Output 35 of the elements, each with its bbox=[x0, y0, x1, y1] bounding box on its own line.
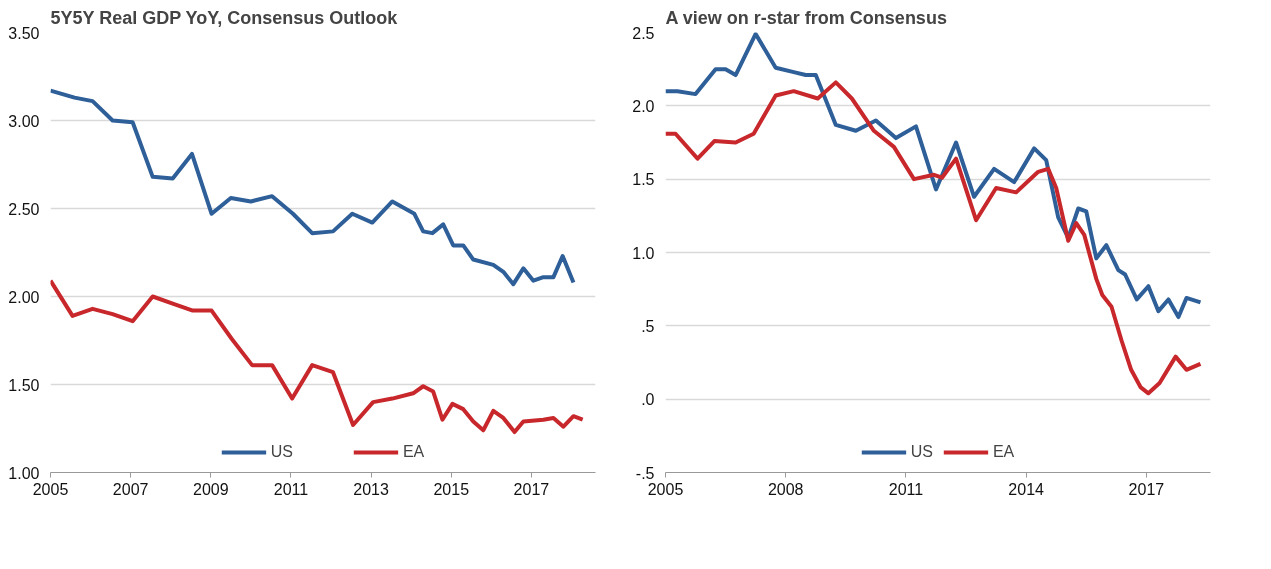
legend-label: EA bbox=[992, 443, 1015, 461]
x-tick-label: 2007 bbox=[112, 480, 149, 498]
y-tick-label: 1.50 bbox=[8, 376, 40, 394]
line-series bbox=[50, 278, 585, 435]
y-tick-label: 2.0 bbox=[632, 97, 655, 115]
y-tick-label: .5 bbox=[641, 317, 655, 335]
y-tick-label: 2.5 bbox=[632, 24, 655, 42]
x-tick-label: 2008 bbox=[767, 480, 804, 498]
y-tick-label: 1.00 bbox=[8, 464, 40, 482]
line-series bbox=[665, 32, 1203, 320]
x-tick-label: 2013 bbox=[353, 480, 389, 498]
x-tick-label: 2011 bbox=[273, 480, 309, 498]
y-tick-label: 2.00 bbox=[8, 288, 40, 306]
y-tick-label: -.5 bbox=[635, 464, 655, 482]
y-tick-label: 2.50 bbox=[8, 200, 40, 218]
x-tick-label: 2015 bbox=[433, 480, 470, 498]
x-tick-label: 2014 bbox=[1008, 480, 1045, 498]
legend-label: EA bbox=[402, 443, 425, 461]
y-tick-label: 1.5 bbox=[632, 171, 655, 189]
y-tick-label: .0 bbox=[641, 391, 655, 409]
x-tick-label: 2017 bbox=[513, 480, 550, 498]
x-tick-label: 2011 bbox=[888, 480, 924, 498]
y-tick-label: 3.50 bbox=[8, 24, 40, 42]
y-tick-label: 3.00 bbox=[8, 112, 40, 130]
x-tick-label: 2009 bbox=[193, 480, 229, 498]
x-tick-label: 2005 bbox=[647, 480, 684, 498]
line-series bbox=[665, 80, 1203, 396]
legend-label: US bbox=[910, 443, 933, 461]
chart-title: 5Y5Y Real GDP YoY, Consensus Outlook bbox=[50, 7, 399, 28]
y-tick-label: 1.0 bbox=[632, 244, 655, 262]
x-tick-label: 2017 bbox=[1128, 480, 1165, 498]
legend-label: US bbox=[270, 443, 293, 461]
chart-title: A view on r-star from Consensus bbox=[665, 7, 947, 28]
line-series bbox=[50, 88, 576, 287]
x-tick-label: 2005 bbox=[32, 480, 69, 498]
